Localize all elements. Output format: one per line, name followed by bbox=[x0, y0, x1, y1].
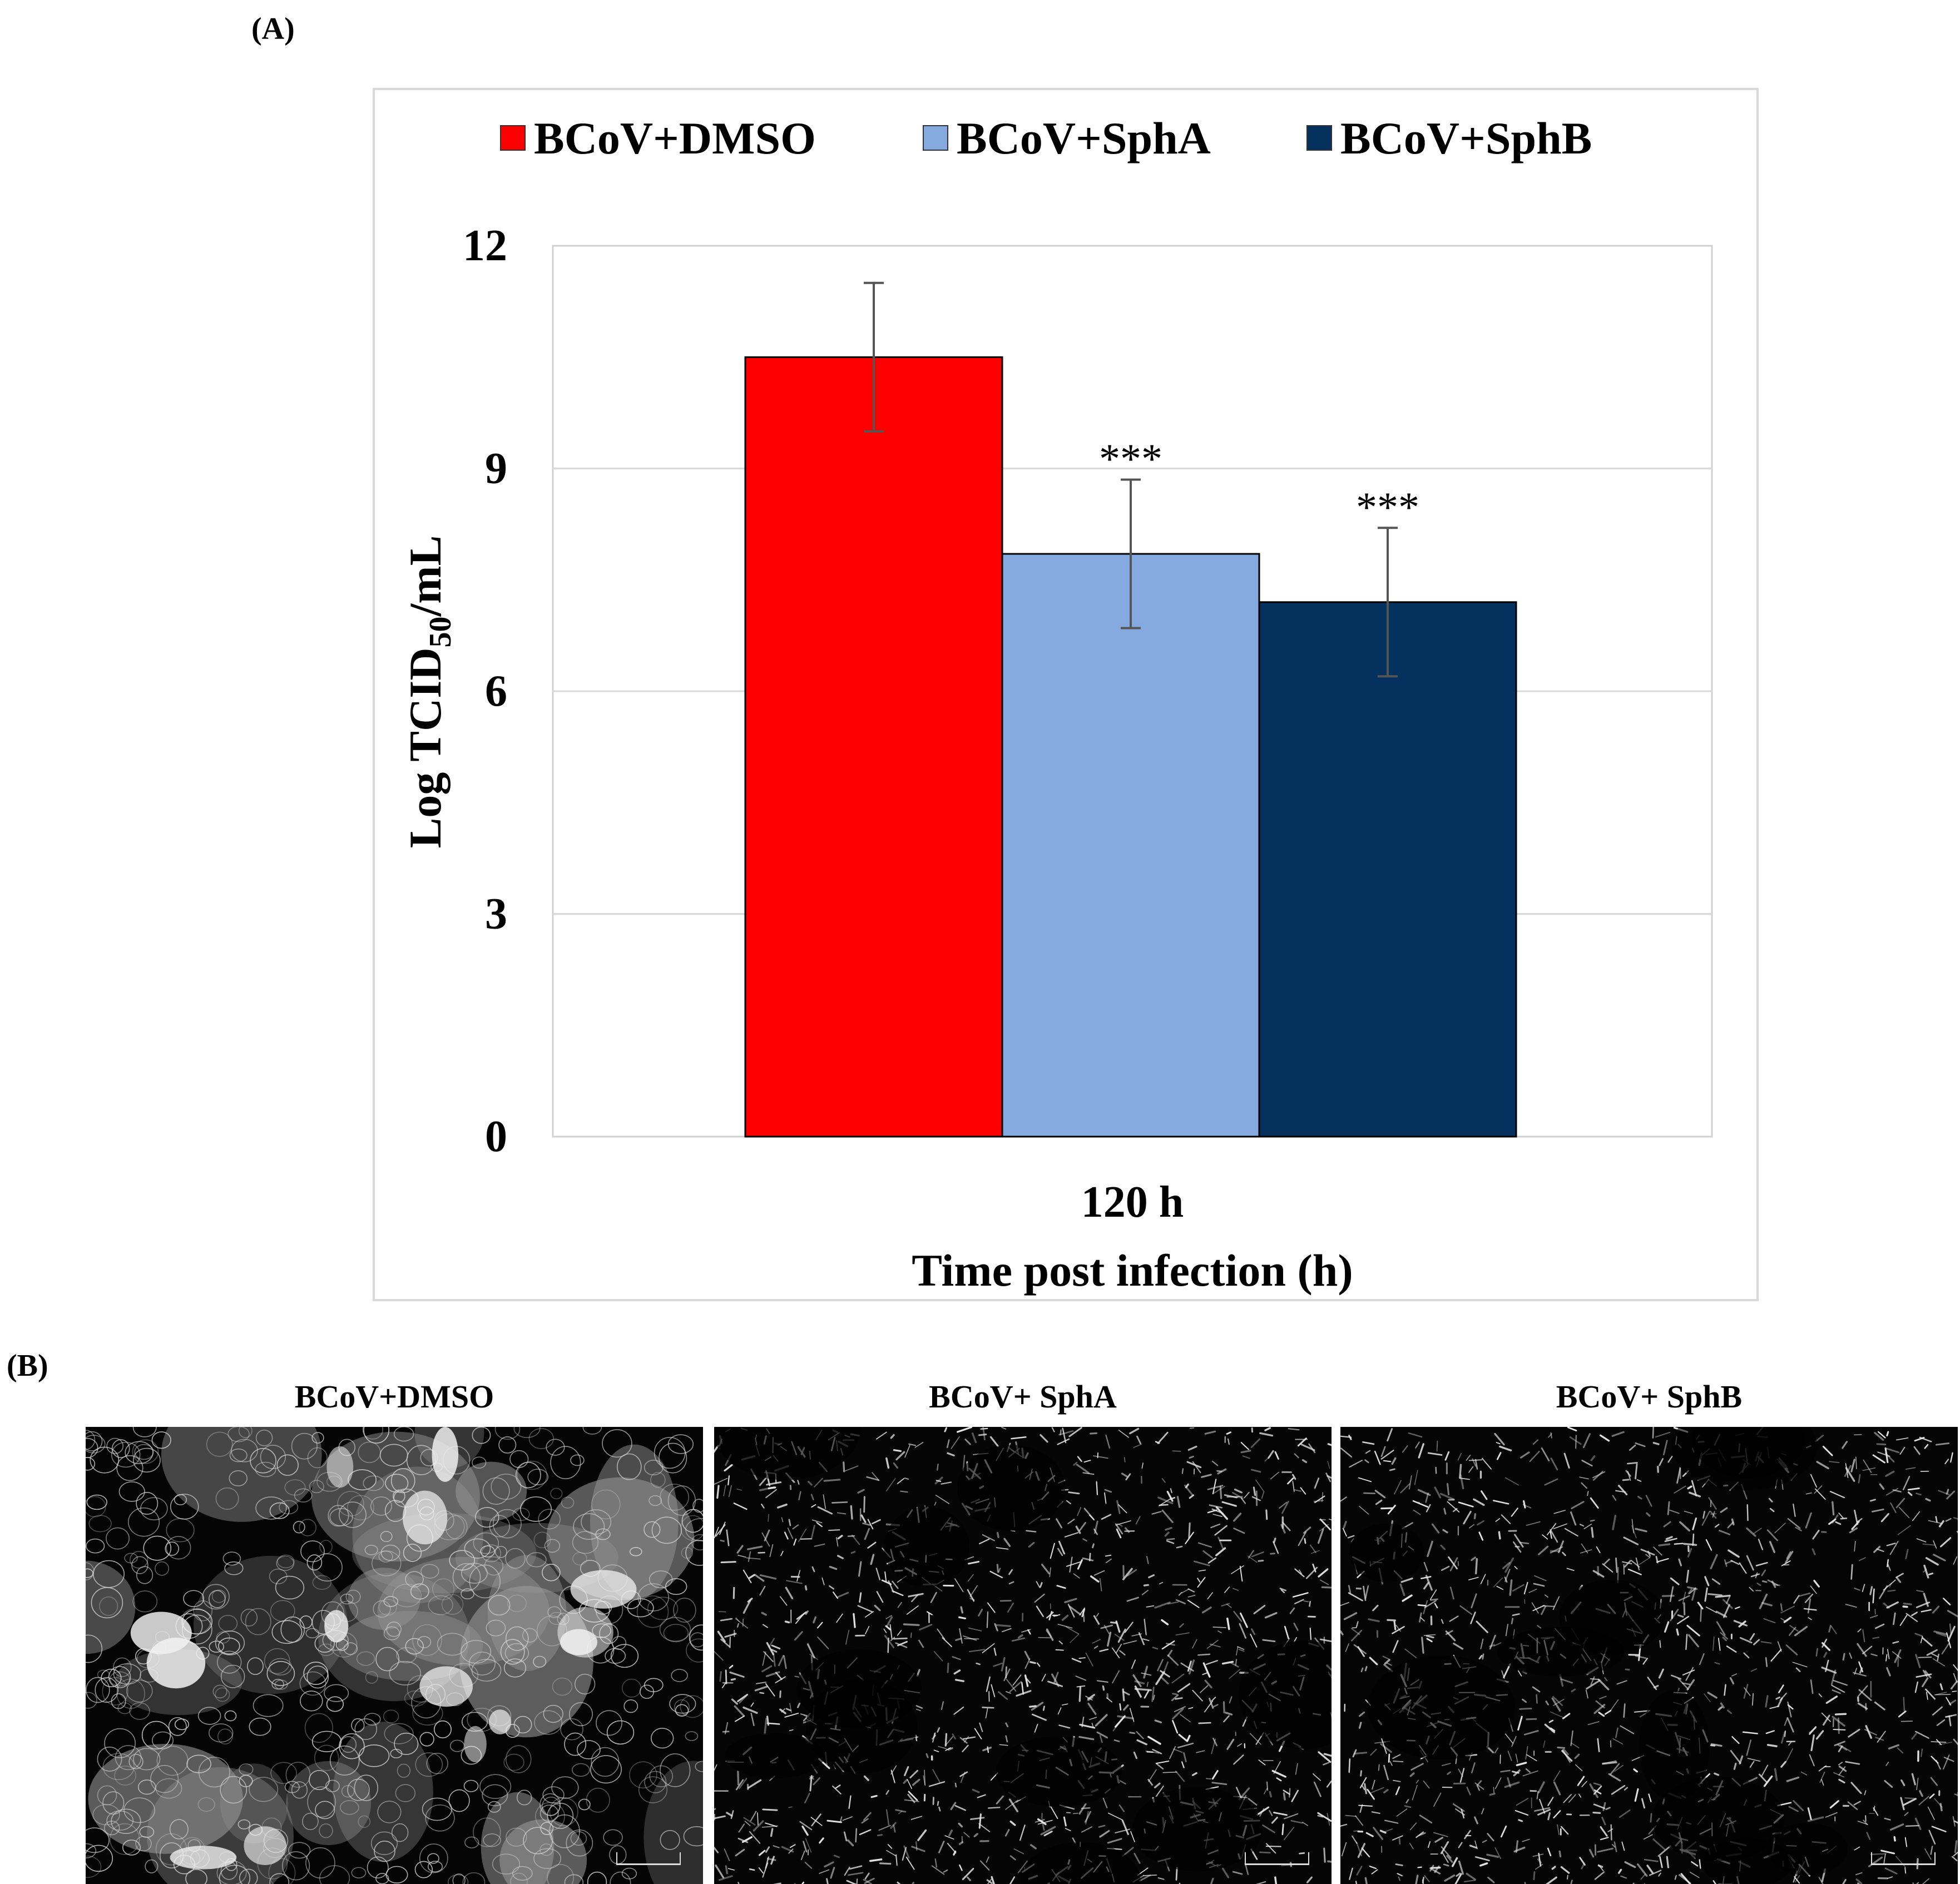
error-bars bbox=[864, 281, 1398, 678]
legend-label: BCoV+SphB bbox=[1340, 113, 1592, 163]
legend-label: BCoV+DMSO bbox=[534, 113, 816, 163]
legend-swatch bbox=[1306, 125, 1332, 151]
bar-bcov-spha bbox=[1001, 553, 1260, 1138]
legend-swatch bbox=[923, 125, 948, 151]
x-category-label: 120 h bbox=[1081, 1178, 1184, 1227]
micrograph-title-sphb: BCoV+ SphB bbox=[1556, 1379, 1743, 1415]
y-tick-label: 3 bbox=[485, 890, 507, 939]
scale-bar bbox=[616, 1852, 681, 1865]
micrograph-title-dmso: BCoV+DMSO bbox=[294, 1379, 494, 1415]
significance-marker: *** bbox=[1099, 436, 1162, 483]
scale-bar bbox=[1245, 1852, 1309, 1865]
legend: BCoV+DMSO BCoV+SphA BCoV+SphB bbox=[500, 113, 1592, 163]
significance-marker: *** bbox=[1356, 484, 1419, 531]
legend-label: BCoV+SphA bbox=[957, 113, 1211, 163]
y-axis-ticks: 0 3 6 9 12 bbox=[463, 221, 507, 1161]
x-axis-label: Time post infection (h) bbox=[912, 1245, 1353, 1296]
y-tick-label: 6 bbox=[485, 667, 507, 716]
bar-bcov-sphb bbox=[1258, 601, 1517, 1138]
y-tick-label: 0 bbox=[485, 1112, 507, 1161]
bars bbox=[744, 356, 1517, 1138]
micrograph-dmso bbox=[86, 1427, 703, 1884]
y-axis-label: Log TCID50/mL bbox=[400, 536, 458, 849]
panel-b-label: (B) bbox=[7, 1348, 48, 1383]
micrograph-sphb bbox=[1340, 1427, 1958, 1884]
significance-annotations: *** *** bbox=[1099, 436, 1419, 531]
panel-a-label: (A) bbox=[251, 12, 295, 46]
micrograph-spha bbox=[714, 1427, 1332, 1884]
y-tick-label: 9 bbox=[485, 444, 507, 493]
y-tick-label: 12 bbox=[463, 221, 507, 270]
legend-swatch bbox=[500, 125, 526, 151]
bar-bcov-dmso bbox=[744, 356, 1003, 1138]
scale-bar bbox=[1871, 1852, 1936, 1865]
micrograph-title-spha: BCoV+ SphA bbox=[929, 1379, 1117, 1415]
